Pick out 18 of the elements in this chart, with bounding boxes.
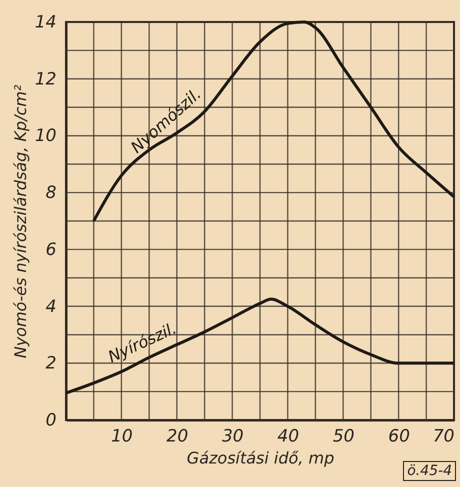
x-tick-label: 40 (277, 426, 300, 446)
y-tick-label: 10 (34, 126, 56, 146)
x-tick-label: 10 (111, 426, 133, 446)
x-axis-title: Gázosítási idő, mp (186, 448, 334, 468)
y-tick-label: 14 (34, 12, 56, 32)
x-tick-label: 70 (432, 426, 454, 446)
x-tick-label: 60 (388, 426, 410, 446)
x-tick-label: 20 (166, 426, 188, 446)
text: ö.45-4 (403, 461, 456, 481)
x-tick-label: 50 (332, 426, 354, 446)
y-axis-title: Nyomó-és nyírószilárdság, Kp/cm² (10, 84, 30, 358)
y-tick-label: 8 (46, 183, 57, 204)
y-tick-label: 0 (46, 410, 56, 430)
y-tick-label: 6 (46, 240, 57, 260)
y-tick-label: 4 (46, 296, 56, 317)
y-tick-label: 12 (34, 69, 56, 90)
y-tick-label: 2 (46, 354, 56, 374)
x-tick-label: 30 (222, 426, 244, 446)
